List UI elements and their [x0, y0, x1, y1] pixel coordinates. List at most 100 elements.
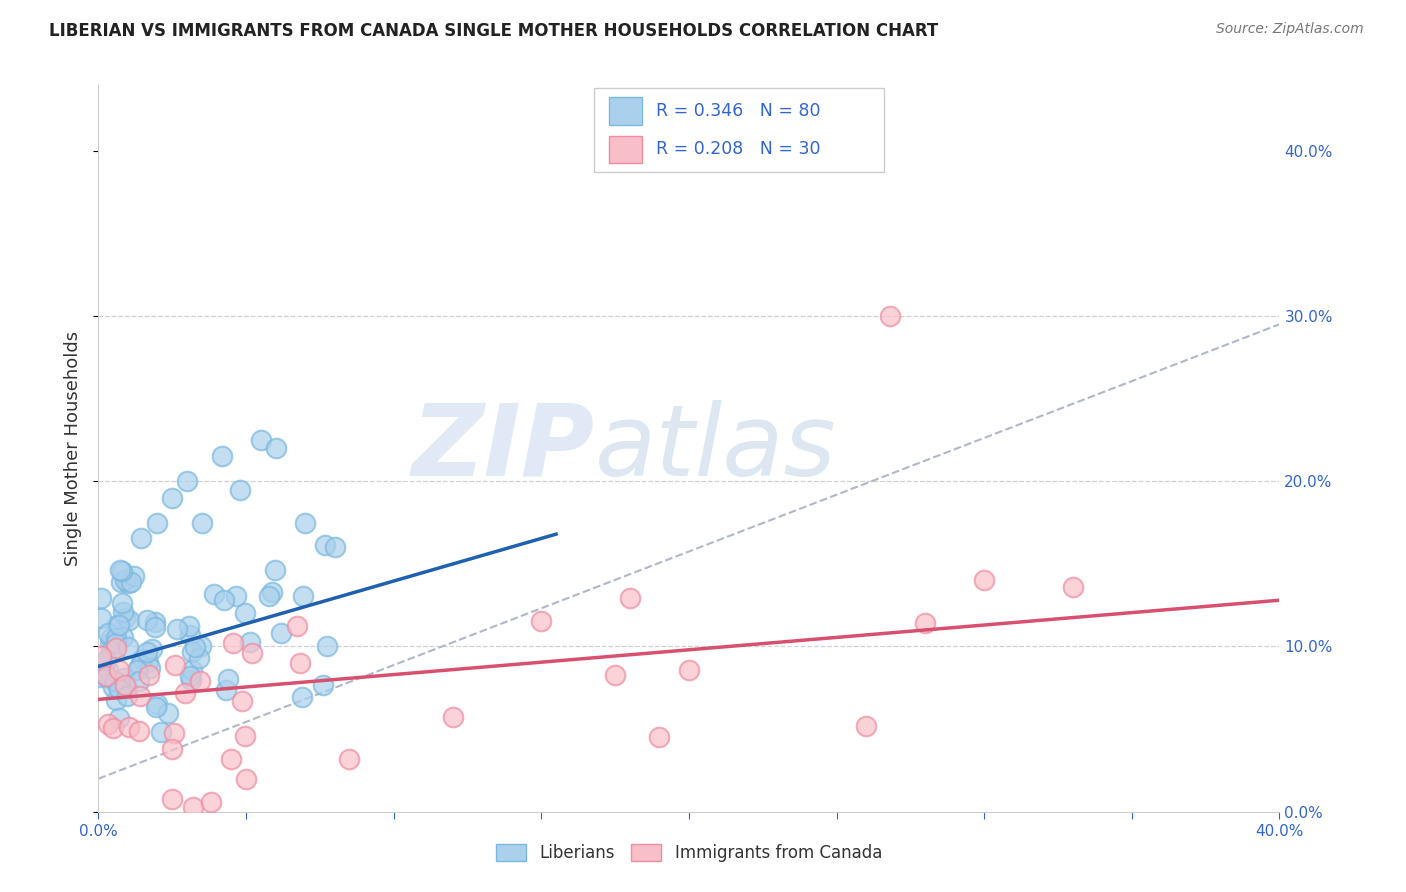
Point: [242, 646, 264, 660]
Point: [264, 441, 287, 455]
Point: [530, 614, 553, 628]
Point: [105, 641, 128, 656]
Point: [250, 433, 273, 447]
Point: [187, 650, 209, 665]
Point: [128, 674, 150, 689]
Point: [239, 635, 262, 649]
Point: [115, 681, 138, 695]
Point: [96, 670, 118, 684]
Point: [190, 640, 212, 654]
Point: [114, 678, 136, 692]
Point: [90, 670, 112, 684]
Point: [229, 483, 252, 497]
Point: [973, 574, 995, 588]
Y-axis label: Single Mother Households: Single Mother Households: [65, 331, 83, 566]
Point: [181, 799, 204, 814]
FancyBboxPatch shape: [595, 88, 884, 172]
Point: [136, 613, 159, 627]
Point: [108, 618, 131, 632]
Point: [90, 665, 112, 680]
Point: [285, 618, 308, 632]
Point: [129, 531, 152, 545]
Point: [233, 606, 256, 620]
Point: [163, 725, 186, 739]
Point: [100, 644, 122, 658]
Point: [225, 590, 247, 604]
Point: [648, 731, 671, 745]
Point: [290, 657, 312, 671]
Point: [179, 668, 201, 682]
Text: LIBERIAN VS IMMIGRANTS FROM CANADA SINGLE MOTHER HOUSEHOLDS CORRELATION CHART: LIBERIAN VS IMMIGRANTS FROM CANADA SINGL…: [49, 22, 938, 40]
Text: Source: ZipAtlas.com: Source: ZipAtlas.com: [1216, 22, 1364, 37]
Point: [117, 640, 139, 655]
Point: [149, 725, 172, 739]
Point: [235, 772, 257, 786]
Point: [263, 563, 285, 577]
Point: [141, 642, 163, 657]
Point: [97, 625, 120, 640]
Point: [217, 672, 239, 686]
Point: [111, 606, 134, 620]
Point: [128, 689, 150, 703]
Point: [108, 711, 131, 725]
Point: [105, 636, 128, 650]
Point: [131, 652, 153, 666]
FancyBboxPatch shape: [609, 97, 641, 125]
Point: [180, 663, 202, 677]
Point: [136, 655, 159, 669]
Point: [136, 645, 159, 659]
Point: [112, 630, 135, 644]
Point: [90, 611, 112, 625]
Point: [101, 680, 124, 694]
Point: [110, 564, 132, 578]
Point: [605, 668, 627, 682]
Point: [211, 450, 233, 464]
Point: [855, 719, 877, 733]
Point: [145, 697, 167, 711]
Text: atlas: atlas: [595, 400, 837, 497]
Point: [879, 309, 901, 323]
Point: [90, 649, 112, 664]
Point: [114, 574, 136, 588]
Point: [270, 626, 292, 640]
Point: [180, 673, 202, 688]
Point: [114, 611, 136, 625]
Point: [180, 645, 202, 659]
Point: [125, 664, 148, 678]
Point: [108, 663, 131, 677]
Text: ZIP: ZIP: [412, 400, 595, 497]
Point: [678, 663, 700, 677]
Point: [323, 541, 346, 555]
Point: [1062, 580, 1084, 594]
Point: [176, 475, 198, 489]
Point: [162, 791, 183, 805]
Point: [104, 632, 127, 646]
Point: [139, 661, 162, 675]
Point: [294, 516, 316, 530]
Point: [110, 574, 132, 589]
Point: [162, 742, 183, 756]
Point: [96, 668, 118, 682]
Point: [128, 657, 150, 672]
Point: [120, 575, 142, 590]
Point: [214, 683, 236, 698]
Point: [108, 681, 131, 696]
Point: [101, 721, 124, 735]
Point: [184, 640, 207, 654]
Point: [619, 591, 641, 605]
Point: [221, 636, 243, 650]
Point: [122, 569, 145, 583]
Text: R = 0.346   N = 80: R = 0.346 N = 80: [655, 102, 820, 120]
Point: [163, 658, 186, 673]
Point: [143, 620, 166, 634]
Point: [97, 663, 120, 677]
Point: [162, 491, 183, 505]
Point: [202, 587, 225, 601]
Point: [292, 589, 315, 603]
Point: [146, 516, 169, 530]
Point: [93, 658, 115, 673]
Point: [233, 729, 256, 743]
Point: [914, 616, 936, 631]
Point: [260, 584, 283, 599]
Point: [90, 591, 112, 605]
